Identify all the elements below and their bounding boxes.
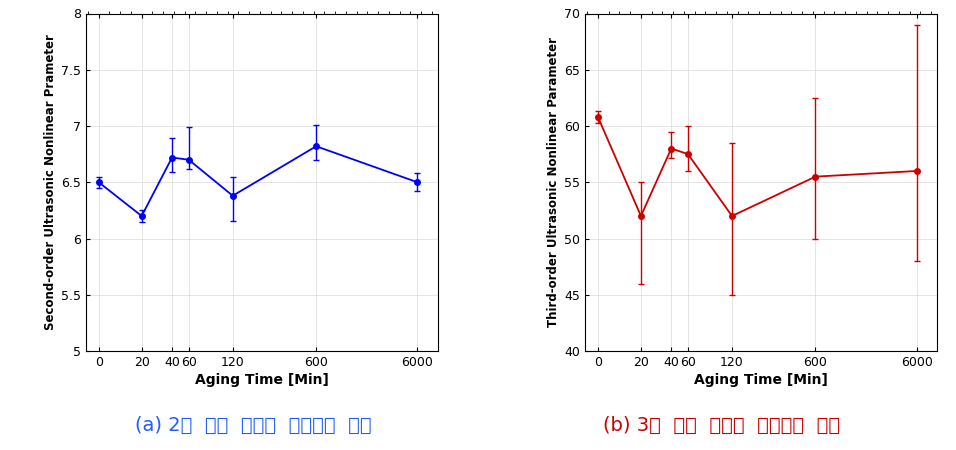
Y-axis label: Second-order Ultrasonic Nonlinear Prameter: Second-order Ultrasonic Nonlinear Pramet…	[44, 34, 57, 330]
X-axis label: Aging Time [Min]: Aging Time [Min]	[694, 373, 828, 387]
X-axis label: Aging Time [Min]: Aging Time [Min]	[195, 373, 329, 387]
Text: (b) 3차  절대  비선형  파라미터  결과: (b) 3차 절대 비선형 파라미터 결과	[603, 416, 840, 435]
Y-axis label: Third-order Ultrasonic Nonlinear Parameter: Third-order Ultrasonic Nonlinear Paramet…	[547, 37, 560, 327]
Text: (a) 2차  절대  비선형  파라미터  결과: (a) 2차 절대 비선형 파라미터 결과	[135, 416, 372, 435]
